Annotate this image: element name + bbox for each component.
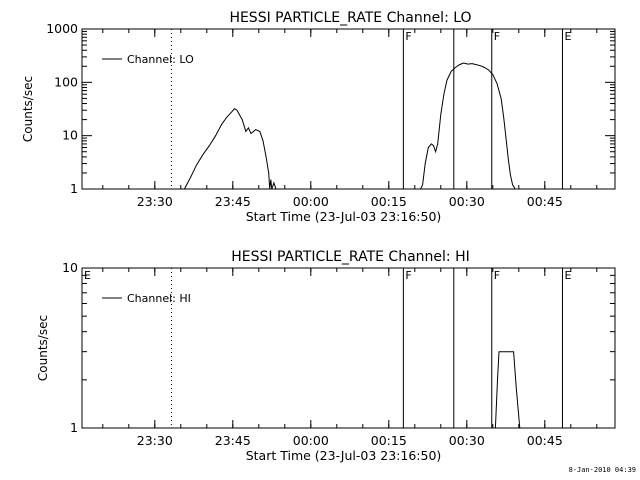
x-tick-label: 23:45: [215, 433, 251, 448]
event-marker-label: E: [84, 269, 91, 282]
chart-panel-0: HESSI PARTICLE_RATE Channel: LO Start Tim…: [21, 10, 616, 224]
event-marker-label: F: [494, 30, 500, 43]
y-tick-label: 100: [54, 74, 78, 89]
x-tick-label: 00:00: [293, 194, 329, 209]
x-tick-label: 23:45: [215, 194, 251, 209]
plot-date-stamp: 8-Jan-2010 04:39: [568, 466, 636, 474]
y-tick-label: 1000: [46, 21, 78, 36]
event-marker-label: E: [564, 30, 571, 43]
x-tick-label: 00:45: [527, 194, 563, 209]
plot-area: [494, 351, 521, 428]
chart-panel-1: HESSI PARTICLE_RATE Channel: HI Start Tim…: [36, 249, 616, 463]
y-tick-label: 1: [70, 181, 78, 196]
event-marker-label: F: [405, 269, 411, 282]
chart-title: HESSI PARTICLE_RATE Channel: HI: [231, 249, 469, 265]
series-line: [420, 62, 516, 189]
x-tick-label: 23:30: [137, 433, 173, 448]
chart-title: HESSI PARTICLE_RATE Channel: LO: [229, 10, 471, 26]
legend-label: Channel: HI: [127, 292, 191, 305]
event-marker-label: F: [494, 269, 500, 282]
series-line: [494, 351, 521, 428]
x-tick-label: 00:15: [371, 194, 407, 209]
x-axis-label: Start Time (23-Jul-03 23:16:50): [246, 209, 442, 224]
plot-area: [183, 62, 516, 189]
y-axis-label: Counts/sec: [36, 315, 50, 381]
event-marker-label: F: [405, 30, 411, 43]
y-tick-label: 10: [62, 260, 78, 275]
plot-frame: [81, 28, 616, 190]
series-line: [183, 108, 277, 189]
x-tick-label: 00:00: [293, 433, 329, 448]
plot-frame: [81, 267, 616, 429]
legend-label: Channel: LO: [127, 53, 194, 66]
x-tick-label: 00:30: [449, 433, 485, 448]
event-marker-label: E: [564, 269, 571, 282]
y-axis-label: Counts/sec: [21, 76, 35, 142]
x-axis-label: Start Time (23-Jul-03 23:16:50): [246, 448, 442, 463]
x-tick-label: 00:45: [527, 433, 563, 448]
x-tick-label: 00:30: [449, 194, 485, 209]
y-tick-label: 10: [62, 128, 78, 143]
x-tick-label: 00:15: [371, 433, 407, 448]
y-tick-label: 1: [70, 420, 78, 435]
x-tick-label: 23:30: [137, 194, 173, 209]
